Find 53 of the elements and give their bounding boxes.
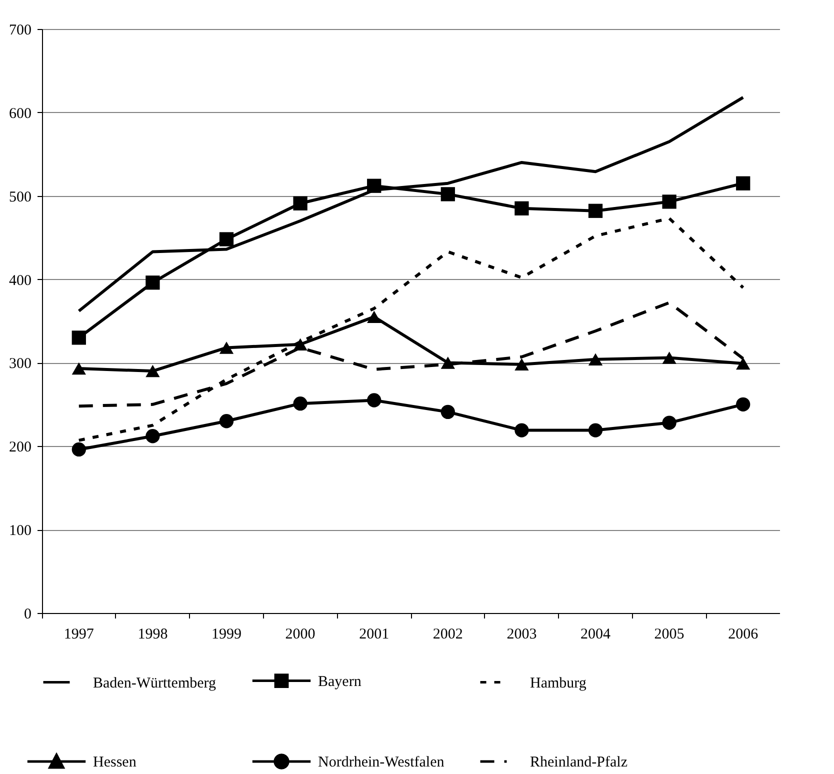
point [736, 397, 750, 412]
point [736, 176, 750, 190]
point [440, 187, 455, 202]
point [588, 423, 603, 438]
point [514, 201, 529, 216]
y-tick-label: 400 [9, 272, 32, 289]
legend-label: Rheinland-Pfalz [530, 754, 628, 770]
point [440, 404, 455, 419]
point [514, 358, 529, 371]
point [514, 423, 529, 438]
point [293, 338, 308, 350]
point [588, 353, 603, 366]
x-tick-label: 2004 [580, 626, 611, 642]
point [736, 357, 750, 370]
y-tick-label: 200 [9, 440, 32, 456]
y-tick-label: 0 [24, 606, 32, 622]
point [146, 276, 160, 290]
x-tick-label: 2001 [359, 626, 390, 642]
y-tick-label: 100 [9, 523, 32, 540]
y-tick-label: 700 [9, 22, 32, 38]
point [662, 194, 676, 209]
point [588, 204, 603, 218]
point [146, 429, 160, 444]
y-tick-label: 500 [9, 189, 32, 206]
point [219, 232, 234, 246]
legend-label: Bayern [318, 674, 362, 690]
point [219, 414, 234, 428]
point [72, 362, 86, 375]
x-tick-label: 2003 [506, 626, 537, 642]
point [219, 342, 234, 354]
x-tick-label: 2005 [654, 626, 684, 642]
point [662, 416, 676, 430]
legend-label: Hessen [93, 754, 137, 770]
x-tick-label: 2000 [285, 626, 316, 642]
point [146, 364, 160, 378]
y-tick-label: 300 [9, 356, 32, 372]
point [367, 310, 382, 323]
point [367, 393, 382, 408]
point [367, 178, 382, 193]
legend-label: Baden-Württemberg [93, 675, 217, 692]
point [72, 330, 86, 345]
legend-label: Nordrhein-Westfalen [318, 754, 445, 770]
y-tick-label: 600 [9, 106, 32, 122]
point [72, 442, 86, 457]
legend-label: Hamburg [530, 675, 587, 692]
x-tick-label: 1999 [212, 626, 242, 642]
point [293, 396, 308, 411]
x-tick-label: 2002 [432, 626, 463, 642]
point [293, 196, 308, 210]
x-tick-label: 1998 [138, 626, 168, 642]
point [662, 352, 676, 364]
x-tick-label: 2006 [728, 626, 759, 642]
x-tick-label: 1997 [64, 626, 94, 642]
